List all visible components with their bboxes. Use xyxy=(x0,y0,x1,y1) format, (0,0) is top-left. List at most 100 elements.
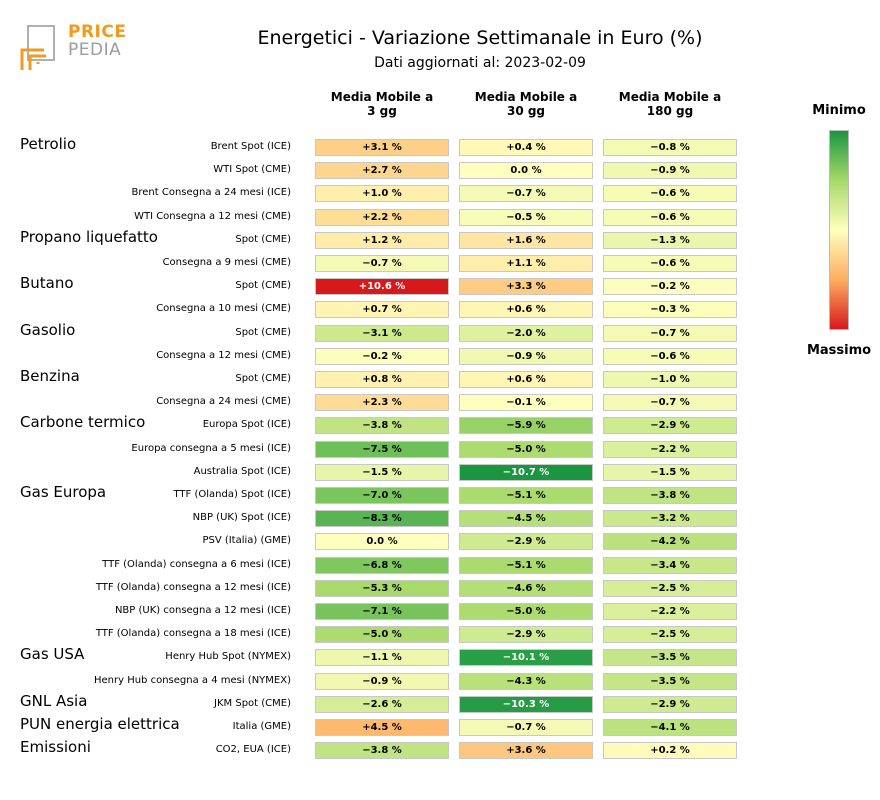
row-label: Consegna a 9 mesi (CME) xyxy=(162,257,291,268)
heatmap-cell: −6.8 % xyxy=(315,556,449,574)
heatmap-cell: −2.9 % xyxy=(459,533,593,551)
heatmap-cell: −2.2 % xyxy=(603,603,737,620)
heatmap-cell: −1.5 % xyxy=(603,463,737,481)
heatmap-cell: −0.9 % xyxy=(459,347,593,365)
group-label: Carbone termico xyxy=(20,413,146,432)
logo-text-pedia: PEDIA xyxy=(68,40,122,60)
row-label: JKM Spot (CME) xyxy=(214,697,291,709)
row-label: PSV (Italia) (GME) xyxy=(202,535,291,547)
logo-mark-icon xyxy=(20,25,55,70)
heatmap-cell: −2.2 % xyxy=(603,440,737,458)
heatmap-cell: −3.8 % xyxy=(315,417,449,435)
heatmap-cell: −10.7 % xyxy=(459,463,593,481)
heatmap-cell: +2.2 % xyxy=(315,208,449,226)
heatmap-cell: +1.6 % xyxy=(459,231,593,249)
heatmap-cell: −0.8 % xyxy=(603,139,737,156)
chart-subtitle: Dati aggiornati al: 2023-02-09 xyxy=(374,55,586,71)
heatmap-cell: −2.6 % xyxy=(315,695,449,713)
row-label: CO2, EUA (ICE) xyxy=(215,744,291,756)
heatmap-cell: −7.1 % xyxy=(315,603,449,620)
group-label: Emissioni xyxy=(20,738,91,757)
heatmap-cell: +1.1 % xyxy=(459,255,593,272)
heatmap-cell: +2.7 % xyxy=(315,162,449,180)
heatmap-cell: −0.7 % xyxy=(315,255,449,272)
row-label: Consegna a 10 mesi (CME) xyxy=(156,303,291,315)
heatmap-cell: −0.9 % xyxy=(315,672,449,690)
heatmap-cell: −3.8 % xyxy=(315,742,449,760)
heatmap-cell: −0.6 % xyxy=(603,185,737,203)
heatmap-cell: +0.6 % xyxy=(459,371,593,388)
heatmap-cell: +1.0 % xyxy=(315,185,449,203)
row-label: WTI Consegna a 12 mesi (CME) xyxy=(134,210,291,222)
row-label: Spot (CME) xyxy=(235,373,291,384)
heatmap-cell: −1.1 % xyxy=(315,649,449,667)
heatmap-cell: −5.0 % xyxy=(459,440,593,458)
heatmap-cell: −2.9 % xyxy=(459,626,593,644)
heatmap-cell: −0.2 % xyxy=(603,278,737,296)
row-label: Australia Spot (ICE) xyxy=(193,465,291,477)
heatmap-cell: 0.0 % xyxy=(315,533,449,551)
row-label: TTF (Olanda) consegna a 18 mesi (ICE) xyxy=(95,628,291,640)
heatmap-cell: −2.9 % xyxy=(603,417,737,435)
heatmap-cell: −0.7 % xyxy=(603,324,737,342)
column-header-180gg: Media Mobile a 180 gg xyxy=(618,90,722,118)
row-label: Henry Hub consegna a 4 mesi (NYMEX) xyxy=(93,674,291,686)
group-label: Propano liquefatto xyxy=(20,227,158,246)
heatmap-cell: −2.0 % xyxy=(459,324,593,342)
heatmap-cell: +0.4 % xyxy=(459,139,593,156)
colorbar-max-label: Massimo xyxy=(806,343,872,358)
heatmap-cell: −3.5 % xyxy=(603,649,737,667)
group-label: Gas USA xyxy=(20,645,85,664)
heatmap-cell: −0.6 % xyxy=(603,255,737,272)
row-label: Henry Hub Spot (NYMEX) xyxy=(165,651,291,663)
row-label: TTF (Olanda) consegna a 6 mesi (ICE) xyxy=(102,558,291,570)
heatmap-cell: −5.9 % xyxy=(459,417,593,435)
heatmap-cell: −2.9 % xyxy=(603,695,737,713)
group-label: PUN energia elettrica xyxy=(20,715,180,733)
heatmap-cell: +2.3 % xyxy=(315,394,449,412)
heatmap-cell: +0.8 % xyxy=(315,371,449,388)
chart-title: Energetici - Variazione Settimanale in E… xyxy=(257,27,703,49)
heatmap-cell: −5.1 % xyxy=(459,487,593,504)
group-label: GNL Asia xyxy=(20,691,88,710)
heatmap-cell: −0.2 % xyxy=(315,347,449,365)
colorbar xyxy=(829,130,849,330)
heatmap-cell: −7.5 % xyxy=(315,440,449,458)
heatmap-cell: −4.1 % xyxy=(603,719,737,736)
heatmap-cell: −3.5 % xyxy=(603,672,737,690)
row-label: Europa consegna a 5 mesi (ICE) xyxy=(131,442,291,454)
heatmap-cell: +3.6 % xyxy=(459,742,593,760)
heatmap-cell: −3.4 % xyxy=(603,556,737,574)
heatmap-cell: −4.2 % xyxy=(603,533,737,551)
heatmap-cell: −5.0 % xyxy=(459,603,593,620)
heatmap-cell: −4.6 % xyxy=(459,579,593,597)
pricepedia-logo: PRICE PEDIA xyxy=(20,24,130,74)
heatmap-cell: +3.1 % xyxy=(315,139,449,156)
heatmap-cell: +10.6 % xyxy=(315,278,449,296)
row-label: TTF (Olanda) consegna a 12 mesi (ICE) xyxy=(95,581,291,593)
row-label: Spot (CME) xyxy=(235,326,291,338)
row-label: Brent Consegna a 24 mesi (ICE) xyxy=(131,187,291,199)
row-label: Europa Spot (ICE) xyxy=(202,419,291,431)
heatmap-cell: +3.3 % xyxy=(459,278,593,296)
heatmap-cell: −1.5 % xyxy=(315,463,449,481)
colorbar-min-label: Minimo xyxy=(812,103,866,118)
heatmap-cell: +0.2 % xyxy=(603,742,737,760)
heatmap-cell: −3.2 % xyxy=(603,510,737,528)
heatmap-cell: +0.6 % xyxy=(459,301,593,319)
heatmap-cell: −5.3 % xyxy=(315,579,449,597)
heatmap-cell: −0.5 % xyxy=(459,208,593,226)
row-label: Italia (GME) xyxy=(232,721,291,732)
heatmap-cell: −1.0 % xyxy=(603,371,737,388)
row-label: Consegna a 12 mesi (CME) xyxy=(156,349,291,361)
group-label: Gasolio xyxy=(20,320,76,339)
heatmap-cell: −5.0 % xyxy=(315,626,449,644)
heatmap-cell: −0.7 % xyxy=(459,185,593,203)
heatmap-cell: +0.7 % xyxy=(315,301,449,319)
heatmap-cell: −3.8 % xyxy=(603,487,737,504)
heatmap-cell: −0.9 % xyxy=(603,162,737,180)
heatmap-cell: −5.1 % xyxy=(459,556,593,574)
heatmap-cell: +1.2 % xyxy=(315,231,449,249)
heatmap-cell: +4.5 % xyxy=(315,719,449,736)
